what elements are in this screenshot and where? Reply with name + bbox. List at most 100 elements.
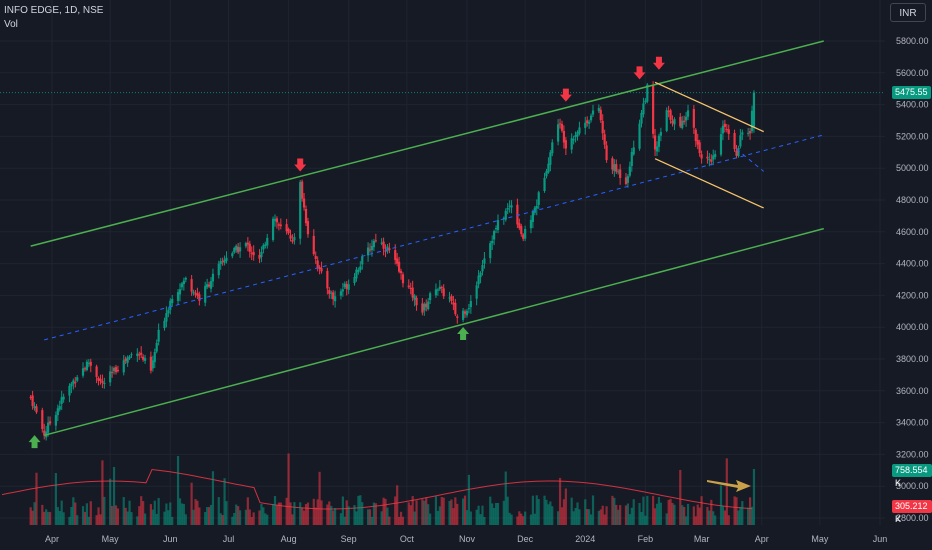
y-tick-label: 3000.00 [896,481,929,491]
candle-body [41,410,44,429]
volume-bar [425,497,428,525]
candle-body [97,377,100,381]
y-tick-label: 5800.00 [896,36,929,46]
volume-bar [345,500,348,525]
candle-body [48,421,52,424]
volume-bar [33,502,36,525]
volume-bar [452,508,455,525]
candle-body [366,247,370,256]
candle-body [304,209,308,224]
volume-bar [564,488,567,525]
volume-bar [85,503,89,525]
volume-bar [264,513,267,525]
volume-bar [535,495,538,525]
candle-body [361,256,364,265]
y-tick-label: 3800.00 [896,354,929,364]
volume-bar [603,514,606,525]
x-tick-label: Jul [223,534,235,544]
volume-bar [557,511,560,525]
candle-body [434,289,438,296]
candle-body [409,287,412,289]
volume-bar [194,499,197,525]
candle-body [599,109,602,121]
candle-body [306,221,310,235]
volume-bar [380,511,383,525]
volume-bar [626,503,630,525]
volume-bar [475,509,478,525]
candle-body [603,134,606,145]
candle-body [347,284,350,290]
candle-body [165,313,168,322]
volume-bar [529,514,533,525]
volume-bar [423,500,426,525]
candle-body [657,135,661,147]
candle-body [551,142,554,154]
volume-bar [698,507,701,525]
volume-bar [748,497,752,525]
candle-body [341,289,344,292]
candle-body [246,242,249,245]
y-tick-label: 4200.00 [896,290,929,300]
candle-body [425,303,428,308]
candle-body [723,123,726,127]
volume-bar [262,507,265,525]
volume-bar [233,512,236,525]
volume-bar [140,496,143,525]
candle-body [68,385,71,396]
candle-body [700,154,703,159]
volume-bar [361,502,364,525]
volume-bar [204,512,207,525]
candle-body [196,292,199,296]
x-tick-label: Nov [459,534,476,544]
candle-body [250,252,253,254]
candle-body [382,241,385,249]
candle-body [719,134,723,155]
candle-body [508,205,511,207]
candle-body [491,240,494,244]
candle-body [262,245,265,250]
candle-body [712,155,715,160]
candle-body [31,395,34,407]
candle-body [143,358,147,361]
candle-body [628,166,631,176]
candle-body [522,234,525,239]
volume-bar [112,466,116,525]
candle-body [47,422,50,433]
volume-legend-label: Vol [4,19,18,30]
volume-bar [266,514,269,525]
candle-body [467,308,471,310]
y-tick-label: 3200.00 [896,449,929,459]
volume-bar [683,506,686,525]
candle-body [479,272,482,278]
candle-body [638,123,641,149]
volume-bar [382,497,385,525]
volume-bar [591,495,595,525]
currency-button[interactable]: INR [890,3,926,22]
candle-body [619,169,622,179]
candle-body [739,135,742,147]
candle-body [140,352,143,355]
volume-bar [126,511,129,525]
volume-bar [518,511,521,525]
volume-bar [721,505,725,525]
volume-bar [653,508,657,525]
volume-bar [306,502,310,525]
volume-bar [429,513,432,525]
volume-bar [516,516,519,525]
candle-body [167,310,170,314]
y-tick-label: 5600.00 [896,68,929,78]
candle-body [56,408,59,416]
volume-bar [398,516,401,525]
candle-body [330,292,333,294]
candle-body [370,245,374,251]
volume-bar [180,503,184,525]
candle-body [171,298,174,304]
volume-bar [436,510,439,525]
volume-bar [624,505,628,525]
candle-body [725,129,728,131]
volume-bar [442,497,445,525]
wedge-midline [736,148,764,172]
candle-body [615,164,618,172]
